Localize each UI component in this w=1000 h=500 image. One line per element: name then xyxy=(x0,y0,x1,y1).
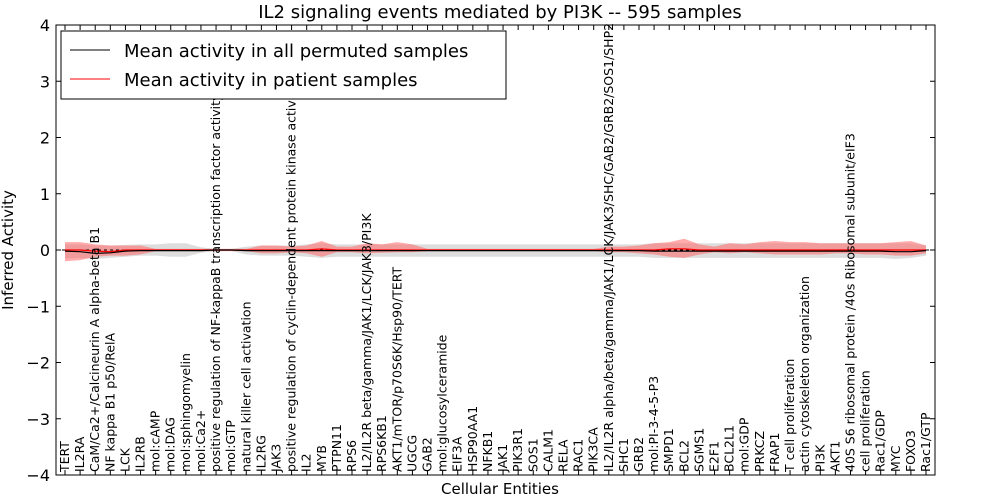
category-label: RELA xyxy=(555,439,570,472)
legend: Mean activity in all permuted samples Me… xyxy=(60,30,507,100)
category-label: PRKCZ xyxy=(752,431,767,472)
category-label: LCK xyxy=(117,447,132,472)
category-label: natural killer cell activation xyxy=(238,301,253,472)
category-label: SOS1 xyxy=(525,438,540,472)
category-label: Rac1/GTP xyxy=(918,412,933,472)
legend-label-permuted: Mean activity in all permuted samples xyxy=(124,41,468,62)
category-label: IL2RG xyxy=(253,435,268,472)
category-label: SMPD1 xyxy=(661,428,676,472)
category-label: JAK3 xyxy=(268,444,283,473)
category-label: RPS6 xyxy=(344,440,359,472)
series-line-0 xyxy=(64,249,927,255)
category-label: mol:GTP xyxy=(223,420,238,472)
y-tick-label: −1 xyxy=(26,297,50,316)
category-label: actin cytoskeleton organization xyxy=(797,276,812,472)
y-tick-label: −2 xyxy=(26,354,50,373)
chart-title: IL2 signaling events mediated by PI3K --… xyxy=(258,2,742,23)
category-label: positive regulation of cyclin-dependent … xyxy=(284,84,299,472)
category-label: GAB2 xyxy=(420,437,435,472)
category-label: EIF3A xyxy=(450,436,465,472)
category-label: IL2/IL2R beta/gamma/JAK1/LCK/JAK3/PI3K xyxy=(359,213,374,472)
category-label: NFKB1 xyxy=(480,431,495,472)
y-tick-label: −3 xyxy=(26,410,50,429)
category-label: UGCG xyxy=(404,435,419,472)
y-tick-label: 2 xyxy=(40,129,50,148)
y-tick-label: −4 xyxy=(26,466,50,485)
y-tick-label: 4 xyxy=(40,16,50,35)
category-label: mol:Ca2+ xyxy=(193,410,208,472)
category-label: IL2RA xyxy=(72,436,87,472)
category-label: RPS6KB1 xyxy=(374,415,389,472)
category-label: JAK1 xyxy=(495,444,510,473)
category-label: FOXO3 xyxy=(903,430,918,472)
category-label: MYC xyxy=(888,445,903,472)
category-label: IL2 xyxy=(299,453,314,472)
category-label: PTPN11 xyxy=(329,424,344,472)
y-axis-label: Inferred Activity xyxy=(0,190,17,310)
category-label: CALM1 xyxy=(540,429,555,472)
category-label: AKT1/mTOR/p70S6K/Hsp90/TERT xyxy=(389,266,404,472)
category-label: SGMS1 xyxy=(691,428,706,472)
category-label: positive regulation of NF-kappaB transcr… xyxy=(208,93,223,472)
category-label: GRB2 xyxy=(631,437,646,472)
y-tick-label: 1 xyxy=(40,185,50,204)
category-label: E2F1 xyxy=(707,441,722,472)
category-label: mol:DAG xyxy=(163,417,178,472)
category-label: mol:glucosylceramide xyxy=(435,334,450,472)
category-label: 40S S6 ribosomal protein /40s Ribosomal … xyxy=(842,133,857,472)
category-label: MYB xyxy=(314,445,329,472)
category-label: PIK3R1 xyxy=(510,428,525,472)
category-label: PIK3CA xyxy=(586,427,601,472)
category-label: BCL2L1 xyxy=(722,425,737,472)
category-label: Rac1/GDP xyxy=(873,410,888,472)
category-label: cell proliferation xyxy=(858,370,873,472)
category-label: T cell proliferation xyxy=(782,359,797,473)
plot-frame xyxy=(55,24,936,476)
category-label: PI3K xyxy=(812,444,827,472)
category-label: mol:cAMP xyxy=(148,410,163,472)
category-label: IL2RB xyxy=(133,436,148,472)
legend-label-patient: Mean activity in patient samples xyxy=(124,70,418,91)
category-label: mol:GDP xyxy=(737,417,752,472)
category-label: RAC1 xyxy=(571,439,586,472)
y-tick-label: 3 xyxy=(40,72,50,91)
category-label: HSP90AA1 xyxy=(465,406,480,472)
category-label: NF kappa B1 p50/RelA xyxy=(102,332,117,472)
y-tick-label: 0 xyxy=(40,241,50,260)
category-label: FRAP1 xyxy=(767,433,782,472)
category-label: SHC1 xyxy=(616,438,631,472)
category-label: IL2/IL2R alpha/beta/gamma/JAK1/LCK/JAK3/… xyxy=(601,23,616,472)
category-label: mol:sphingomyelin xyxy=(178,353,193,472)
x-axis-label: Cellular Entities xyxy=(441,480,559,498)
category-label: CaM/Ca2+/Calcineurin A alpha-beta B1 xyxy=(87,227,102,472)
category-label: TERT xyxy=(57,441,72,473)
category-label: BCL2 xyxy=(676,440,691,472)
category-label: mol:PI-3-4-5-P3 xyxy=(646,376,661,472)
legend-box xyxy=(60,30,507,100)
category-label: AKT1 xyxy=(827,441,842,472)
